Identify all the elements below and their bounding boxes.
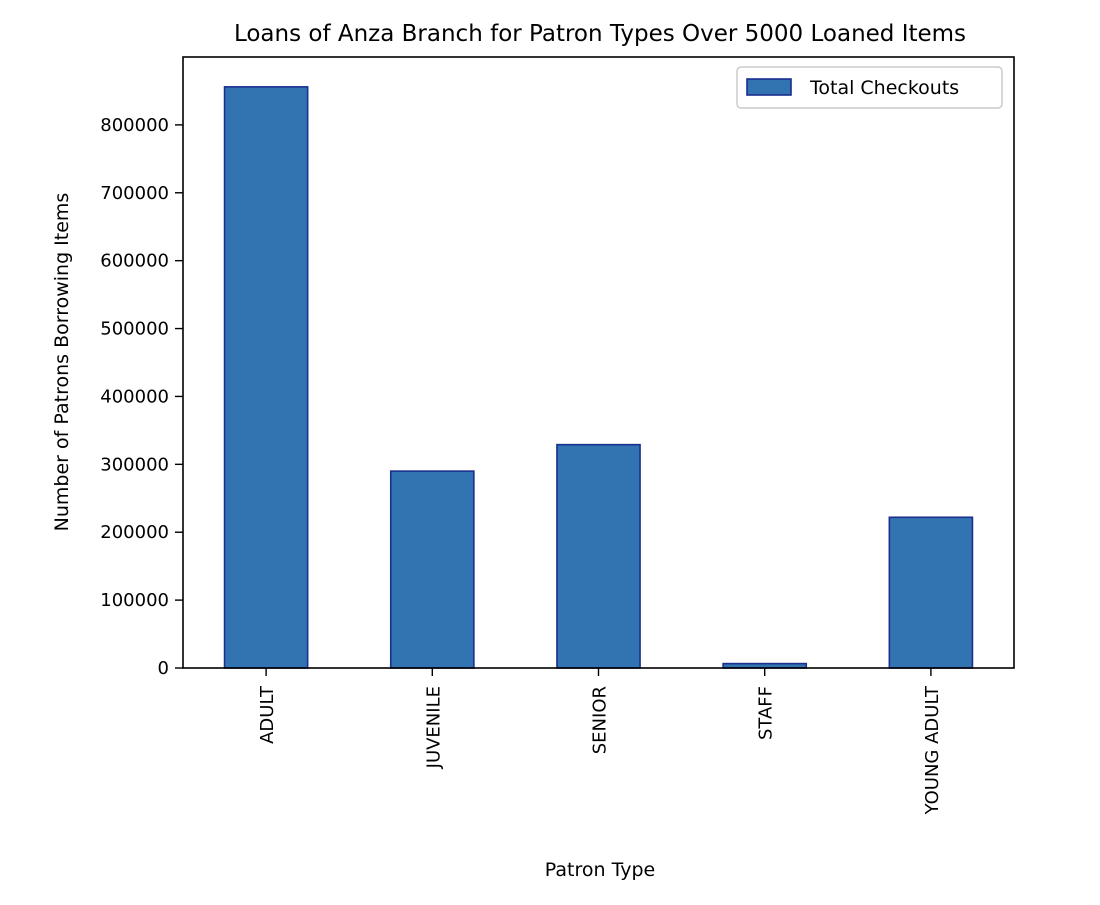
- x-tick-label: YOUNG ADULT: [922, 685, 943, 815]
- x-tick-label: STAFF: [756, 686, 777, 740]
- y-axis: 0 100000 200000 300000 400000 500000 600000 700…: [100, 115, 183, 679]
- bar-adult: [223, 86, 309, 669]
- legend: Total Checkouts: [736, 66, 1003, 109]
- legend-swatch: [746, 78, 792, 96]
- y-tick-label: 800000: [100, 115, 169, 136]
- plot-area: 0 100000 200000 300000 400000 500000 600000 700…: [100, 56, 1015, 815]
- bar-senior: [556, 443, 641, 669]
- bar-young-adult: [888, 516, 974, 669]
- y-tick-label: 500000: [100, 319, 169, 340]
- y-tick-label: 300000: [100, 454, 169, 475]
- x-tick-label: SENIOR: [590, 686, 611, 754]
- bars-layer: [223, 86, 974, 669]
- x-tick-label: ADULT: [257, 685, 278, 744]
- y-tick-label: 600000: [100, 251, 169, 272]
- y-axis-label: Number of Patrons Borrowing Items: [51, 193, 73, 532]
- y-tick-label: 200000: [100, 522, 169, 543]
- bar-juvenile: [389, 470, 475, 669]
- y-tick-label: 100000: [100, 590, 169, 611]
- x-axis-label: Patron Type: [545, 859, 655, 881]
- chart-title: Loans of Anza Branch for Patron Types Ov…: [234, 21, 966, 47]
- y-tick-label: 700000: [100, 183, 169, 204]
- legend-frame: [736, 66, 1003, 109]
- y-tick-label: 400000: [100, 386, 169, 407]
- legend-label: Total Checkouts: [809, 77, 959, 99]
- x-axis: ADULT JUVENILE SENIOR STAFF YOUNG ADULT: [257, 668, 943, 815]
- y-tick-label: 0: [158, 658, 169, 679]
- x-tick-label: JUVENILE: [423, 686, 444, 769]
